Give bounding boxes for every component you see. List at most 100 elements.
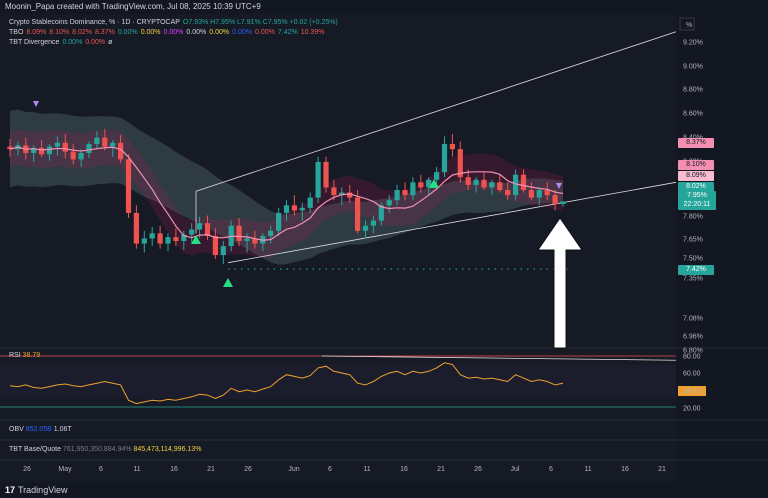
arrow-up-icon [537, 217, 583, 349]
candle-body [118, 142, 124, 160]
x-tick-label: 11 [584, 466, 591, 473]
x-tick-label: May [58, 466, 72, 473]
tbo-value: 8.37% [94, 29, 115, 36]
y-tick-label: 9.20% [683, 40, 703, 47]
price-badge: 8.02% [678, 182, 714, 192]
price-badge: 7.95% [678, 191, 716, 201]
tbt-legend: TBT Divergence 0.00% 0.00% ø [9, 38, 341, 48]
candle-body [54, 142, 60, 147]
obv-legend: OBV 852.05B 1.06T [9, 426, 72, 433]
indicator-legend: Crypto Stablecoins Dominance, % · 1D · C… [9, 18, 341, 48]
sell-signal-icon [556, 183, 562, 189]
candle-body [370, 220, 376, 226]
tbo-value: 0.00% [232, 29, 252, 36]
x-tick-label: 21 [437, 466, 445, 473]
candle-body [212, 235, 218, 256]
x-tick-label: 21 [207, 466, 215, 473]
candle-body [378, 205, 384, 221]
candle-body [252, 238, 258, 244]
x-tick-label: 11 [363, 466, 370, 473]
candle-body [552, 195, 558, 205]
tbo-value: 10.39% [300, 29, 325, 36]
rsi-legend: RSI 38.79 [9, 352, 40, 359]
x-tick-label: 6 [328, 466, 332, 473]
candle-body [394, 189, 400, 201]
price-chart[interactable]: 9.20%9.00%8.80%8.60%8.40%8.20%8.00%7.80%… [0, 0, 768, 482]
ohlc-values: O7.93% H7.95% L7.91% C7.95% +0.02 (+0.25… [182, 19, 338, 26]
tbo-value: 7.42% [277, 29, 298, 36]
price-badge: 22:20:11 [678, 200, 716, 210]
tbo-value: 8.09% [26, 29, 47, 36]
candle-body [489, 182, 495, 188]
buy-signal-icon [223, 278, 233, 287]
candle-body [386, 200, 392, 206]
candle-body [307, 197, 313, 208]
moving-average-line [9, 146, 564, 241]
candle-body [141, 238, 147, 244]
candle-body [560, 201, 566, 205]
channel-upper [195, 31, 677, 192]
candle-body [449, 144, 455, 150]
y-tick-label: 7.08% [683, 316, 703, 323]
candle-body [481, 179, 487, 188]
candle-body [39, 147, 45, 155]
x-tick-label: 6 [99, 466, 103, 473]
rsi-line [9, 362, 564, 405]
price-badge: 7.42% [678, 265, 714, 275]
y-tick-label: 8.80% [683, 87, 703, 94]
obv-value-1: 852.05B [25, 426, 52, 433]
tradingview-logo[interactable]: 17 TradingView [5, 482, 68, 498]
candle-body [497, 182, 503, 190]
candle-body [331, 187, 337, 196]
candle-body [473, 179, 479, 185]
x-tick-label: 11 [133, 466, 140, 473]
y-tick-label: 6.80% [683, 348, 703, 355]
tbo-value: 0.00% [186, 29, 207, 36]
candle-body [323, 161, 329, 188]
candle-body [276, 212, 282, 231]
candle-body [86, 144, 92, 153]
candle-body [78, 152, 84, 160]
obv-name: OBV [9, 426, 24, 433]
x-tick-label: 26 [23, 466, 31, 473]
cloud-band [10, 109, 563, 265]
candle-body [181, 234, 187, 242]
tbo-value: 8.02% [72, 29, 92, 36]
candle-body [197, 223, 203, 230]
candle-body [434, 172, 440, 180]
rsi-value-badge [678, 386, 706, 397]
buy-signal-icon [429, 179, 439, 188]
x-tick-label: 26 [244, 466, 252, 473]
rsi-band [0, 364, 676, 399]
y-tick-label: 7.65% [683, 237, 703, 244]
tbo-value: 0.00% [140, 29, 161, 36]
obv-value-2: 1.06T [53, 426, 72, 433]
price-badge: 8.09% [678, 171, 714, 181]
candle-body [236, 225, 242, 242]
tbo-value: 0.00% [117, 29, 138, 36]
basequote-name: TBT Base/Quote [9, 446, 62, 453]
x-tick-label: 16 [170, 466, 178, 473]
currency-box [679, 17, 695, 31]
candle-body [520, 174, 527, 190]
candle-body [70, 151, 76, 160]
candle-body [347, 192, 353, 198]
footer-bar [0, 482, 768, 498]
candle-body [339, 192, 345, 196]
tv-logo-icon: 17 [5, 485, 16, 495]
y-tick-label: 9.00% [683, 64, 703, 71]
tbt-value: ø [108, 39, 113, 46]
symbol-label: Crypto Stablecoins Dominance, % · 1D · C… [9, 19, 180, 26]
candle-body [173, 237, 179, 242]
price-badge: 8.37% [678, 138, 714, 148]
candle-body [189, 229, 195, 235]
candle-body [31, 147, 37, 153]
candle-body [46, 146, 53, 155]
candle-body [362, 225, 369, 231]
chart-header: Moonin_Papa created with TradingView.com… [0, 0, 768, 14]
y-tick-label: 6.96% [683, 334, 703, 341]
candle-body [110, 142, 116, 147]
tbt-value: 0.00% [62, 39, 83, 46]
x-tick-label: 16 [621, 466, 629, 473]
candle-body [465, 177, 471, 185]
